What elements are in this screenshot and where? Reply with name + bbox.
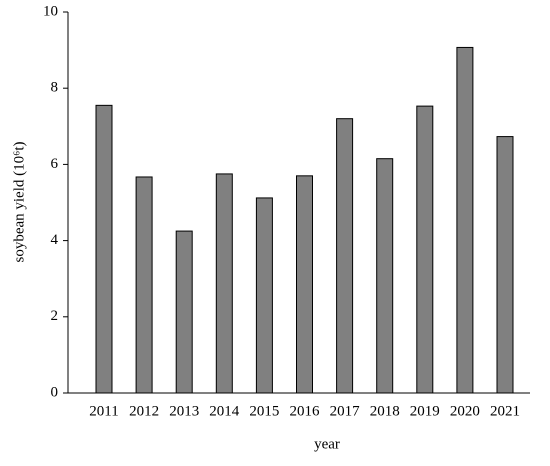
x-tick-label: 2020 xyxy=(450,403,480,419)
bar xyxy=(376,158,394,394)
y-axis-label: soybean yield (10⁶t) xyxy=(11,141,27,262)
x-tick-label: 2015 xyxy=(249,403,279,419)
x-tick-label: 2012 xyxy=(129,403,159,419)
bar xyxy=(95,104,113,394)
y-tick-label: 4 xyxy=(51,232,59,248)
bar xyxy=(416,105,434,394)
y-tick-label: 6 xyxy=(51,156,59,172)
bar xyxy=(296,175,313,394)
y-tick-label: 8 xyxy=(51,80,59,96)
x-tick-label: 2021 xyxy=(490,403,520,419)
bar xyxy=(255,197,273,394)
bar xyxy=(175,230,193,394)
x-tick-label: 2019 xyxy=(410,403,440,419)
x-tick-label: 2018 xyxy=(370,403,400,419)
y-tick-label: 10 xyxy=(43,3,58,19)
x-tick-label: 2011 xyxy=(89,403,118,419)
x-tick-label: 2017 xyxy=(330,403,361,419)
y-tick-label: 2 xyxy=(51,308,59,324)
x-tick-label: 2014 xyxy=(209,403,240,419)
bar xyxy=(456,46,474,394)
y-tick-label: 0 xyxy=(51,384,59,400)
bar xyxy=(215,173,233,394)
x-tick-label: 2016 xyxy=(290,403,321,419)
bar xyxy=(336,118,354,394)
bar xyxy=(135,176,153,394)
bar xyxy=(496,136,514,394)
x-tick-label: 2013 xyxy=(169,403,199,419)
x-axis-label: year xyxy=(314,436,340,452)
